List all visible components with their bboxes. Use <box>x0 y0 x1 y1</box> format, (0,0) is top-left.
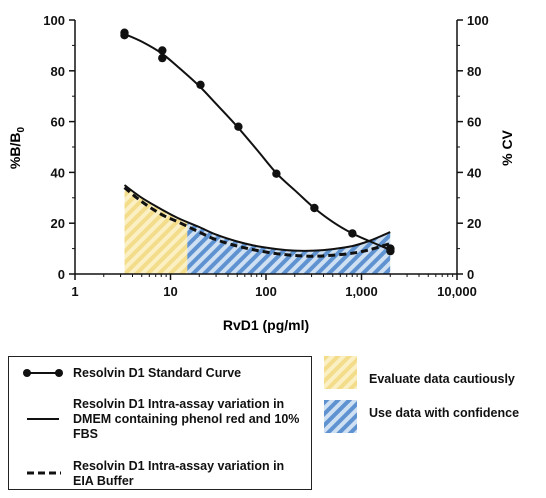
legend-standard-curve-label: Resolvin D1 Standard Curve <box>73 366 242 380</box>
x-tick-label: 1,000 <box>345 284 378 299</box>
standard-curve-point <box>158 53 167 63</box>
x-tick-label: 10 <box>163 284 177 299</box>
y-tick-label-left: 20 <box>51 216 65 231</box>
standard-curve-point <box>234 122 243 131</box>
x-tick-label: 100 <box>255 284 277 299</box>
x-tick-label: 1 <box>71 284 78 299</box>
region-label-confidence: Use data with confidence <box>369 406 520 420</box>
standard-curve-point <box>310 203 319 213</box>
region-0 <box>124 185 188 274</box>
x-axis-label: RvD1 (pg/ml) <box>223 317 309 333</box>
y-tick-label-right: 100 <box>467 13 489 28</box>
swatch-evaluate-cautiously <box>324 356 357 389</box>
legend-dmem-label: Resolvin D1 Intra-assay variation in DME… <box>73 397 300 441</box>
standard-curve-point <box>272 169 281 178</box>
standard-curve-point <box>120 31 129 40</box>
legend-standard-curve-glyph <box>23 369 63 377</box>
y-tick-label-right: 60 <box>467 115 481 130</box>
y-axis-left-label: %B/B0 <box>7 127 27 170</box>
axis-ticks: 0 0 20 20 40 40 60 60 80 80 100 100 1 10 100 1,000 10,00… <box>43 13 488 299</box>
y-tick-label-left: 40 <box>51 165 65 180</box>
y-axis-right-label: % CV <box>499 129 515 165</box>
y-tick-label-right: 40 <box>467 165 481 180</box>
standard-curve-points <box>120 28 395 256</box>
legend: Resolvin D1 Standard Curve Resolvin D1 I… <box>8 356 312 490</box>
standard-curve-point <box>386 246 395 256</box>
shaded-regions <box>124 185 391 274</box>
standard-curve-point <box>158 46 167 55</box>
y-tick-label-right: 80 <box>467 64 481 79</box>
region-label-evaluate: Evaluate data cautiously <box>369 372 515 386</box>
legend-eia-label: Resolvin D1 Intra-assay variation in EIA… <box>73 459 285 488</box>
dmem-cv-line <box>123 184 391 252</box>
y-tick-label-right: 20 <box>467 216 481 231</box>
y-tick-label-left: 80 <box>51 64 65 79</box>
y-tick-label-left: 60 <box>51 115 65 130</box>
eia-buffer-cv-line <box>123 186 391 258</box>
chart: 0 0 20 20 40 40 60 60 80 80 100 100 1 10 100 1,000 10,00… <box>7 13 515 333</box>
legend-glyphs <box>23 369 63 475</box>
y-tick-label-left: 100 <box>43 13 65 28</box>
region-1 <box>187 222 391 274</box>
x-tick-label: 10,000 <box>437 284 477 299</box>
y-tick-label-right: 0 <box>467 267 474 282</box>
standard-curve-point <box>196 80 205 90</box>
y-tick-label-left: 0 <box>58 267 65 282</box>
swatch-use-with-confidence <box>324 400 357 433</box>
standard-curve-point <box>348 229 357 238</box>
